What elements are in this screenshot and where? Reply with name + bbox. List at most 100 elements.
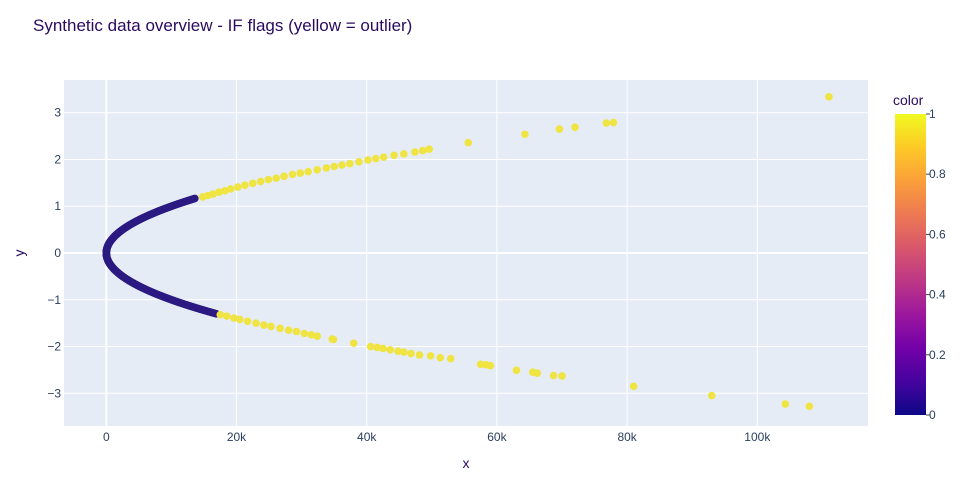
y-tick-label: 3	[54, 106, 61, 120]
outlier-point	[243, 317, 252, 326]
y-axis-ticks: −3 −2 −1 0 1 2 3	[47, 106, 61, 401]
colorbar-tick-label: 0.6	[929, 227, 946, 241]
outlier-point	[252, 319, 260, 327]
outlier-point	[329, 335, 338, 344]
outlier-point	[805, 402, 814, 411]
outlier-point	[602, 119, 611, 127]
outlier-point	[226, 185, 235, 193]
outlier-point	[707, 391, 716, 400]
colorbar-tick-label: 0.2	[929, 348, 946, 362]
y-tick-label: 0	[54, 246, 61, 260]
outlier-point	[400, 150, 408, 158]
x-tick-label: 60k	[487, 430, 507, 444]
outlier-point	[372, 154, 380, 163]
outlier-point	[446, 354, 455, 363]
outlier-point	[407, 349, 415, 358]
outlier-point	[330, 162, 338, 171]
outlier-point	[379, 153, 388, 161]
x-tick-label: 40k	[357, 430, 377, 444]
outlier-point	[284, 326, 293, 334]
grid-lines	[64, 80, 868, 426]
outlier-point	[512, 366, 521, 375]
colorbar-gradient	[895, 114, 926, 415]
chart-title: Synthetic data overview - IF flags (yell…	[33, 16, 412, 35]
outlier-point	[296, 169, 305, 177]
outlier-point	[230, 314, 238, 322]
outlier-point	[379, 344, 387, 353]
outlier-point	[338, 161, 346, 169]
x-axis-ticks: 0 20k 40k 60k 80k 100k	[103, 430, 771, 444]
outlier-point	[313, 165, 322, 174]
x-tick-label: 100k	[744, 430, 771, 444]
colorbar-tick-label: 0.4	[929, 288, 946, 302]
outlier-point	[322, 164, 331, 172]
outlier-point	[349, 339, 358, 348]
colorbar-tick-label: 0.8	[929, 167, 946, 181]
outlier-point	[825, 93, 833, 101]
x-tick-label: 80k	[617, 430, 637, 444]
outlier-point	[256, 177, 265, 186]
outlier-point	[373, 343, 381, 352]
outlier-point	[222, 312, 231, 320]
outlier-point	[288, 170, 297, 179]
outlier-point	[300, 329, 309, 338]
y-axis-label: y	[11, 250, 27, 257]
outlier-point	[304, 167, 312, 176]
outlier-point	[216, 310, 225, 319]
outlier-point	[415, 351, 424, 359]
outlier-point	[267, 322, 275, 331]
outlier-point	[276, 324, 284, 333]
outlier-point	[555, 125, 564, 133]
outlier-point	[280, 172, 288, 181]
data-points	[102, 93, 833, 411]
outlier-point	[241, 181, 249, 190]
outlier-point	[221, 187, 229, 195]
outlier-point	[234, 183, 242, 191]
outlier-point	[272, 174, 281, 182]
x-tick-label: 20k	[227, 430, 247, 444]
outlier-point	[366, 342, 375, 351]
y-tick-label: 1	[54, 199, 61, 213]
colorbar-tick-label: 1	[929, 107, 936, 121]
colorbar: color 0 0.2 0.4 0.6 0.8 1	[893, 92, 946, 422]
outlier-point	[345, 159, 354, 168]
y-tick-label: −3	[47, 386, 61, 400]
outlier-point	[411, 148, 419, 156]
outlier-point	[400, 348, 408, 356]
outlier-point	[436, 353, 445, 362]
outlier-point	[558, 372, 566, 380]
outlier-point	[533, 369, 542, 377]
colorbar-title: color	[893, 92, 924, 108]
outlier-point	[426, 352, 435, 360]
outlier-point	[260, 321, 268, 329]
outlier-point	[209, 190, 217, 198]
y-tick-label: −1	[47, 293, 61, 307]
outlier-point	[248, 179, 257, 188]
outlier-point	[549, 371, 558, 380]
outlier-point	[264, 175, 273, 184]
y-tick-label: −2	[47, 340, 61, 354]
colorbar-ticks: 0 0.2 0.4 0.6 0.8 1	[926, 107, 946, 422]
outlier-point	[521, 130, 529, 139]
outlier-point	[292, 327, 301, 336]
outlier-point	[425, 145, 434, 153]
outlier-point	[307, 331, 316, 339]
outlier-point	[418, 146, 427, 155]
x-axis-label: x	[463, 455, 470, 471]
outlier-point	[390, 151, 398, 160]
x-tick-label: 0	[103, 430, 110, 444]
outlier-point	[394, 347, 402, 355]
outlier-point	[629, 382, 638, 391]
outlier-point	[386, 345, 394, 354]
y-tick-label: 2	[54, 152, 61, 166]
outlier-point	[609, 118, 618, 127]
outlier-point	[781, 400, 790, 408]
inlier-point	[191, 194, 199, 203]
outlier-point	[486, 361, 495, 370]
colorbar-tick-label: 0	[929, 408, 936, 422]
outlier-point	[235, 315, 244, 324]
outlier-point	[364, 156, 372, 164]
outlier-point	[355, 158, 363, 166]
outlier-point	[313, 332, 322, 341]
